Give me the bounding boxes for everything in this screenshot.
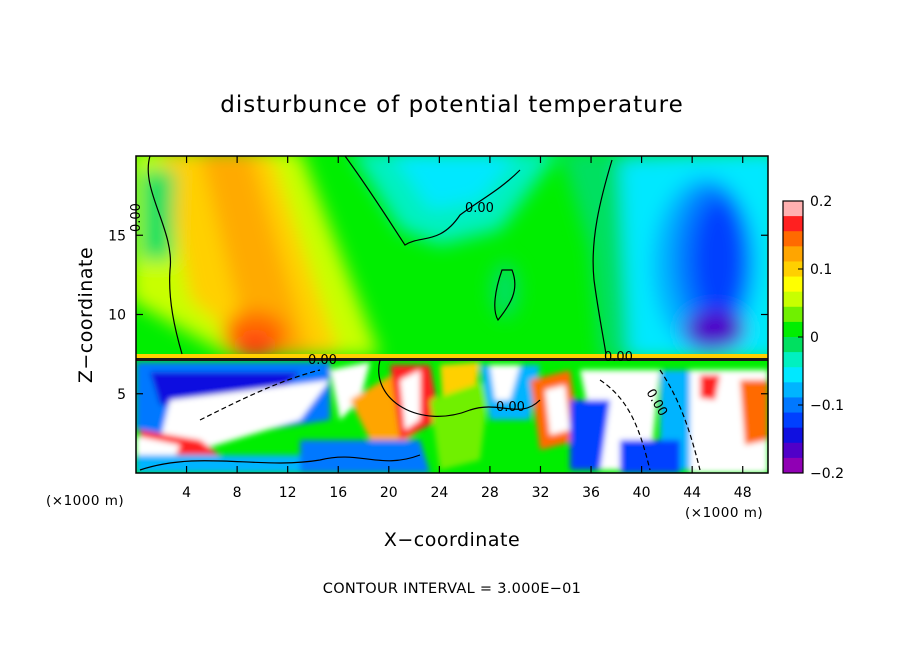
heatmap-field: [136, 156, 768, 473]
contour-interval-note: CONTOUR INTERVAL = 3.000E−01: [323, 581, 581, 597]
x-axis-ticks: 4 8 12 16 20 24 28 32 36 40 44 48: [182, 156, 752, 501]
colorbar-swatch: [783, 397, 803, 414]
x-unit-right: (×1000 m): [685, 505, 763, 521]
y-axis-ticks: 5 10 15: [108, 228, 768, 403]
contour-label: 0.00: [496, 400, 525, 415]
colorbar-swatch: [783, 276, 803, 293]
zero-contours: [139, 156, 701, 471]
contour-label: 0.00: [308, 353, 337, 368]
x-tick-label: 28: [481, 485, 499, 501]
contour-label: 0.00: [604, 350, 633, 365]
x-tick-label: 20: [380, 485, 398, 501]
x-tick-label: 36: [582, 485, 600, 501]
x-tick-label: 48: [734, 485, 752, 501]
colorbar-swatch: [783, 261, 803, 278]
colorbar-swatch: [783, 306, 803, 323]
colorbar-swatch: [783, 201, 803, 217]
x-unit-left: (×1000 m): [46, 493, 124, 509]
colorbar-swatch: [783, 442, 803, 459]
chart-title: disturbunce of potential temperature: [220, 92, 684, 118]
colorbar-swatch: [783, 231, 803, 247]
colorbar-swatch: [783, 367, 803, 383]
colorbar-tick-label: 0.2: [810, 194, 832, 210]
y-tick-label: 5: [117, 387, 126, 403]
x-tick-label: 4: [182, 485, 191, 501]
colorbar-swatch: [783, 382, 803, 398]
x-tick-label: 24: [430, 485, 448, 501]
contour-label: 0.00: [465, 201, 494, 216]
colorbar-swatch: [783, 337, 803, 353]
colorbar-tick-label: 0: [810, 330, 819, 346]
colorbar-tick-label: −0.2: [810, 466, 844, 482]
x-tick-label: 40: [633, 485, 651, 501]
x-tick-label: 16: [329, 485, 347, 501]
colorbar-swatch: [783, 352, 803, 368]
x-tick-label: 44: [683, 485, 701, 501]
y-tick-label: 15: [108, 228, 126, 244]
y-axis-label: Z−coordinate: [75, 247, 97, 383]
y-tick-label: 10: [108, 308, 126, 324]
x-axis-label: X−coordinate: [384, 529, 520, 551]
x-tick-label: 12: [279, 485, 297, 501]
colorbar-swatch: [783, 321, 803, 338]
colorbar-swatch: [783, 291, 803, 308]
colorbar-swatch: [783, 246, 803, 262]
colorbar-tick-label: 0.1: [810, 262, 832, 278]
colorbar-swatch: [783, 457, 803, 474]
colorbar-tick-label: −0.1: [810, 398, 844, 414]
x-tick-label: 8: [233, 485, 242, 501]
colorbar-swatch: [783, 216, 803, 232]
colorbar-swatch: [783, 412, 803, 429]
x-tick-label: 32: [532, 485, 550, 501]
colorbar-swatch: [783, 427, 803, 444]
colorbar-ticks: 0.2 0.1 0 −0.1 −0.2: [798, 194, 844, 482]
